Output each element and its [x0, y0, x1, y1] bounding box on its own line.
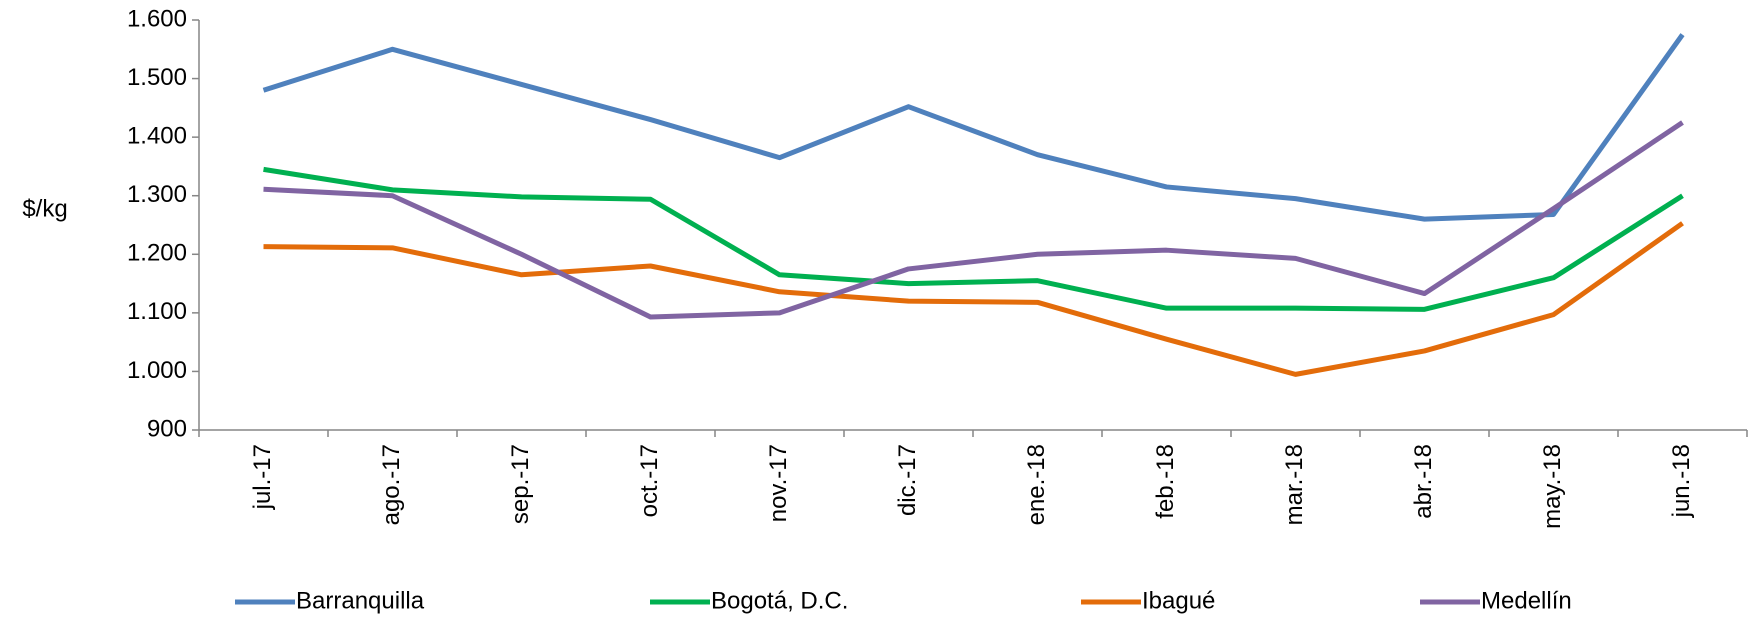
- x-tick-label: jul.-17: [249, 444, 276, 510]
- legend-label: Barranquilla: [296, 587, 425, 614]
- y-axis-label: $/kg: [22, 195, 67, 222]
- x-tick-label: nov.-17: [765, 444, 792, 522]
- x-tick-label: may.-18: [1539, 444, 1566, 529]
- x-tick-label: abr.-18: [1410, 444, 1437, 519]
- x-tick-label: ene.-18: [1023, 444, 1050, 525]
- x-tick-label: feb.-18: [1152, 444, 1179, 519]
- legend-label: Bogotá, D.C.: [711, 587, 848, 614]
- y-tick-label: 1.200: [127, 240, 187, 267]
- legend-label: Ibagué: [1142, 587, 1215, 614]
- series-line: [263, 166, 1684, 312]
- y-tick-label: 1.500: [127, 64, 187, 91]
- x-tick-label: jun.-18: [1668, 444, 1695, 518]
- series-line: [263, 120, 1684, 320]
- x-tick-label: ago.-17: [378, 444, 405, 525]
- x-tick-label: sep.-17: [507, 444, 534, 524]
- series-line: [263, 221, 1684, 377]
- x-tick-label: oct.-17: [636, 444, 663, 517]
- x-tick-label: mar.-18: [1281, 444, 1308, 525]
- y-tick-label: 900: [147, 415, 187, 442]
- legend-label: Medellín: [1481, 587, 1572, 614]
- y-tick-label: 1.400: [127, 122, 187, 149]
- y-tick-label: 1.000: [127, 357, 187, 384]
- y-tick-label: 1.100: [127, 298, 187, 325]
- y-tick-label: 1.600: [127, 5, 187, 32]
- x-tick-label: dic.-17: [894, 444, 921, 516]
- y-tick-label: 1.300: [127, 181, 187, 208]
- series-line: [262, 33, 1685, 222]
